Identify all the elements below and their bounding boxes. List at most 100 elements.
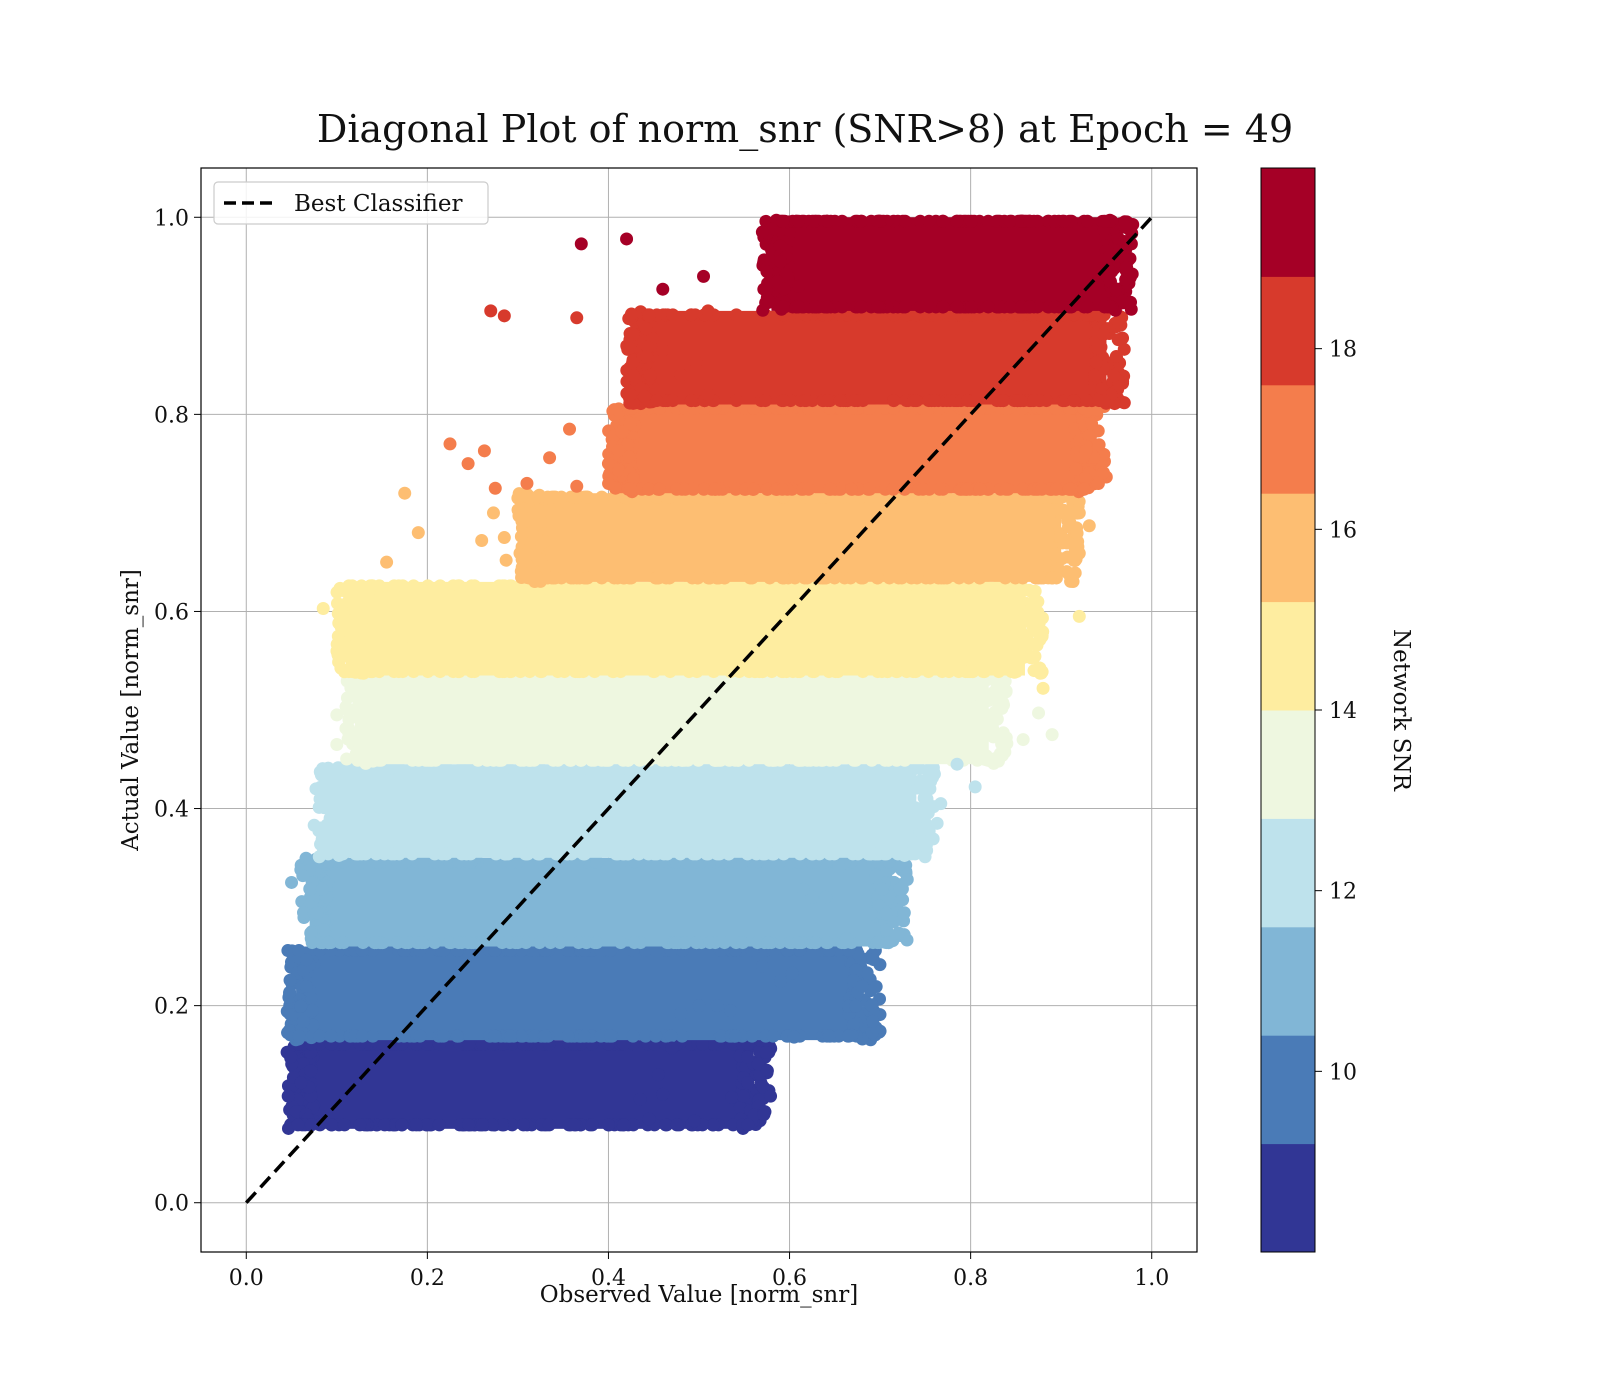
scatter-point: [1067, 553, 1081, 567]
scatter-point-outlier: [864, 907, 878, 921]
scatter-point: [551, 665, 565, 679]
scatter-point: [708, 753, 722, 767]
scatter-point: [641, 340, 655, 354]
scatter-band-core: [327, 764, 917, 858]
scatter-point: [908, 394, 922, 408]
scatter-point: [353, 1118, 367, 1132]
scatter-point: [617, 1118, 631, 1132]
scatter-point-outlier: [1032, 706, 1046, 720]
scatter-point: [898, 300, 912, 314]
scatter-point-outlier: [638, 390, 652, 404]
scatter-point: [854, 214, 868, 228]
scatter-point: [690, 936, 704, 950]
y-tick-label: 0.6: [154, 600, 189, 625]
scatter-point: [899, 803, 913, 817]
scatter-point-outlier: [574, 237, 588, 251]
scatter-point-outlier: [570, 479, 584, 493]
scatter-point: [972, 710, 986, 724]
scatter-point-outlier: [968, 780, 982, 794]
scatter-point-outlier: [755, 225, 769, 239]
scatter-point: [333, 636, 347, 650]
scatter-point: [996, 394, 1010, 408]
scatter-point: [517, 553, 531, 567]
scatter-point-outlier: [656, 343, 670, 357]
scatter-point-outlier: [642, 309, 656, 323]
scatter-point: [1043, 527, 1057, 541]
scatter-point: [296, 1014, 310, 1028]
scatter-point: [1098, 300, 1112, 314]
scatter-point: [846, 1018, 860, 1032]
scatter-point: [1107, 369, 1121, 383]
scatter-point-outlier: [316, 601, 330, 615]
scatter-point: [666, 394, 680, 408]
scatter-point: [931, 571, 945, 585]
scatter-point-outlier: [341, 703, 355, 717]
scatter-point: [898, 482, 912, 496]
scatter-point: [833, 482, 847, 496]
scatter-point: [607, 571, 621, 585]
scatter-point-outlier: [934, 797, 948, 811]
scatter-point: [342, 713, 356, 727]
scatter-point: [747, 482, 761, 496]
scatter-point: [340, 752, 354, 766]
scatter-point: [291, 1118, 305, 1132]
scatter-point: [462, 1037, 476, 1051]
scatter-point: [395, 1118, 409, 1132]
scatter-point: [777, 282, 791, 296]
scatter-point: [1092, 438, 1106, 452]
scatter-point: [283, 973, 297, 987]
scatter-point: [964, 300, 978, 314]
scatter-point: [736, 936, 750, 950]
scatter-point: [602, 477, 616, 491]
scatter-point: [860, 966, 874, 980]
scatter-point-outlier: [923, 782, 937, 796]
scatter-point: [504, 579, 518, 593]
scatter-point-outlier: [927, 767, 941, 781]
scatter-point: [718, 571, 732, 585]
scatter-point-outlier: [710, 999, 724, 1013]
scatter-point: [835, 214, 849, 228]
scatter-point: [364, 711, 378, 725]
scatter-point: [792, 753, 806, 767]
scatter-point: [741, 1076, 755, 1090]
scatter-point: [750, 936, 764, 950]
scatter-point: [922, 300, 936, 314]
scatter-point: [1030, 571, 1044, 585]
scatter-point: [561, 1029, 575, 1043]
scatter-point: [590, 855, 604, 869]
scatter-point: [428, 936, 442, 950]
scatter-band-core: [296, 946, 862, 1041]
scatter-point: [715, 1029, 729, 1043]
scatter-point: [733, 1101, 747, 1115]
scatter-point: [799, 394, 813, 408]
scatter-point: [284, 1050, 298, 1064]
scatter-point: [745, 571, 759, 585]
scatter-point: [567, 490, 581, 504]
scatter-point: [820, 394, 834, 408]
scatter-point: [942, 665, 956, 679]
scatter-band-core: [771, 217, 1116, 311]
scatter-point: [892, 926, 906, 940]
colorbar-bin: [1261, 1143, 1315, 1253]
scatter-point: [283, 985, 297, 999]
scatter-point: [1079, 443, 1093, 457]
scatter-point: [1055, 552, 1069, 566]
scatter-point-outlier: [366, 634, 380, 648]
scatter-point: [534, 505, 548, 519]
scatter-point: [898, 214, 912, 228]
scatter-point: [524, 753, 538, 767]
scatter-point: [407, 665, 421, 679]
scatter-point: [691, 753, 705, 767]
x-tick-label: 0.0: [229, 1266, 264, 1291]
scatter-point: [982, 713, 996, 727]
scatter-point: [765, 665, 779, 679]
scatter-point: [952, 571, 966, 585]
y-tick-label: 0.8: [154, 403, 189, 428]
scatter-point: [1116, 294, 1130, 308]
scatter-point: [673, 847, 687, 861]
y-tick-label: 0.0: [154, 1192, 189, 1217]
scatter-point: [881, 753, 895, 767]
scatter-point: [729, 482, 743, 496]
scatter-point: [568, 665, 582, 679]
scatter-point-outlier: [342, 580, 356, 594]
